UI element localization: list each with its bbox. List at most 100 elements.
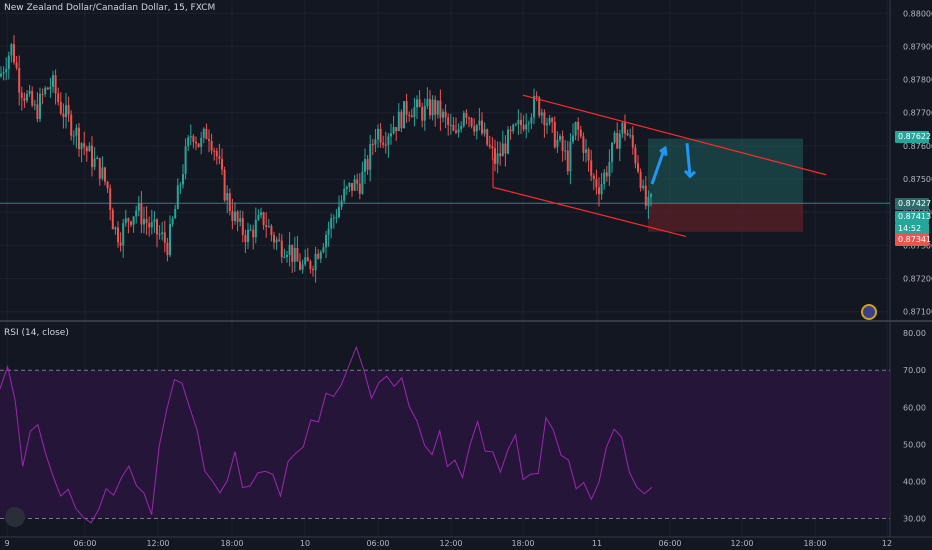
candle-body: [54, 75, 57, 94]
candle-body: [587, 149, 590, 161]
candle-body: [306, 257, 309, 262]
candle-body: [585, 149, 587, 153]
candle-body: [15, 62, 18, 68]
candle-body: [75, 127, 78, 136]
candle-body: [296, 247, 299, 262]
candle-body: [413, 107, 416, 118]
x-tick-label: 06:00: [73, 539, 96, 548]
candle-body: [540, 112, 543, 116]
x-tick-label: 18:00: [803, 539, 826, 548]
candle-body: [130, 221, 132, 225]
candle-body: [52, 75, 54, 87]
up-arrow: [650, 149, 666, 185]
rsi-tick-label: 80.00: [903, 329, 926, 338]
candle-body: [18, 67, 21, 93]
candle-body: [33, 104, 36, 106]
candle-body: [535, 95, 538, 98]
candle-body: [291, 244, 294, 262]
candle-body: [319, 251, 322, 259]
candle-body: [650, 194, 652, 197]
candle-body: [26, 93, 28, 101]
rsi-line: [0, 345, 653, 524]
candle-body: [158, 233, 161, 235]
candle-body: [431, 99, 434, 116]
candle-body: [374, 139, 377, 145]
candle-body: [618, 133, 621, 149]
candle-body: [457, 129, 460, 133]
candle-body: [10, 44, 13, 56]
candle-body: [49, 86, 52, 90]
candle-body: [41, 93, 44, 95]
candle-body: [101, 167, 104, 179]
candle-body: [592, 175, 595, 180]
globe-icon[interactable]: [861, 304, 877, 320]
candle-body: [213, 150, 216, 152]
candle-body: [283, 256, 286, 258]
candle-body: [208, 139, 210, 141]
candle-body: [189, 136, 192, 138]
candle-body: [7, 55, 10, 70]
candle-body: [379, 128, 382, 143]
candle-body: [195, 141, 197, 144]
candle-body: [444, 111, 447, 118]
candle-body: [382, 142, 385, 145]
candle-body: [410, 115, 413, 118]
candle-body: [452, 124, 455, 131]
candle-body: [106, 181, 109, 189]
candle-body: [239, 218, 242, 222]
candle-body: [569, 141, 572, 172]
candle-body: [13, 44, 15, 63]
candle-body: [325, 234, 327, 248]
candle-body: [644, 185, 647, 206]
symbol-title[interactable]: New Zealand Dollar/Canadian Dollar, 15, …: [4, 3, 216, 13]
candle-body: [418, 99, 421, 108]
candle-body: [499, 153, 502, 157]
candle-body: [59, 102, 62, 114]
candle-body: [624, 122, 626, 134]
candle-body: [504, 143, 507, 154]
candle-body: [598, 187, 600, 195]
candle-body: [470, 118, 473, 127]
tradingview-logo-icon[interactable]: [5, 507, 25, 527]
candle-body: [634, 147, 637, 164]
candle-body: [260, 212, 262, 216]
candle-body: [197, 143, 200, 147]
candle-body: [507, 129, 509, 154]
candle-body: [304, 257, 307, 265]
candle-body: [392, 127, 395, 134]
candle-body: [140, 202, 143, 225]
candle-body: [231, 211, 234, 221]
candle-body: [28, 90, 31, 94]
candle-body: [166, 242, 169, 256]
candle-body: [309, 261, 312, 270]
candle-body: [111, 209, 114, 230]
candle-body: [395, 127, 398, 132]
x-tick-label: 12:00: [730, 539, 753, 548]
x-tick-label: 10: [300, 539, 310, 548]
rsi-indicator-label[interactable]: RSI (14, close): [4, 328, 69, 338]
candle-body: [421, 107, 424, 121]
price-tick-label: 0.87100: [903, 308, 932, 317]
candle-body: [517, 119, 520, 125]
candle-body: [114, 227, 117, 230]
candle-body: [488, 144, 491, 147]
candle-body: [462, 112, 465, 126]
candle-body: [252, 229, 255, 238]
candle-body: [621, 122, 624, 134]
candle-body: [631, 135, 634, 148]
candle-body: [574, 121, 577, 136]
candle-body: [605, 172, 608, 177]
candle-body: [88, 145, 91, 152]
candle-body: [244, 234, 247, 243]
candle-body: [442, 111, 444, 118]
channel-lower-line: [492, 186, 687, 238]
candle-body: [481, 120, 483, 134]
candle-body: [559, 136, 561, 140]
candle-body: [317, 253, 320, 259]
candle-body: [494, 148, 496, 164]
candle-body: [343, 188, 346, 201]
